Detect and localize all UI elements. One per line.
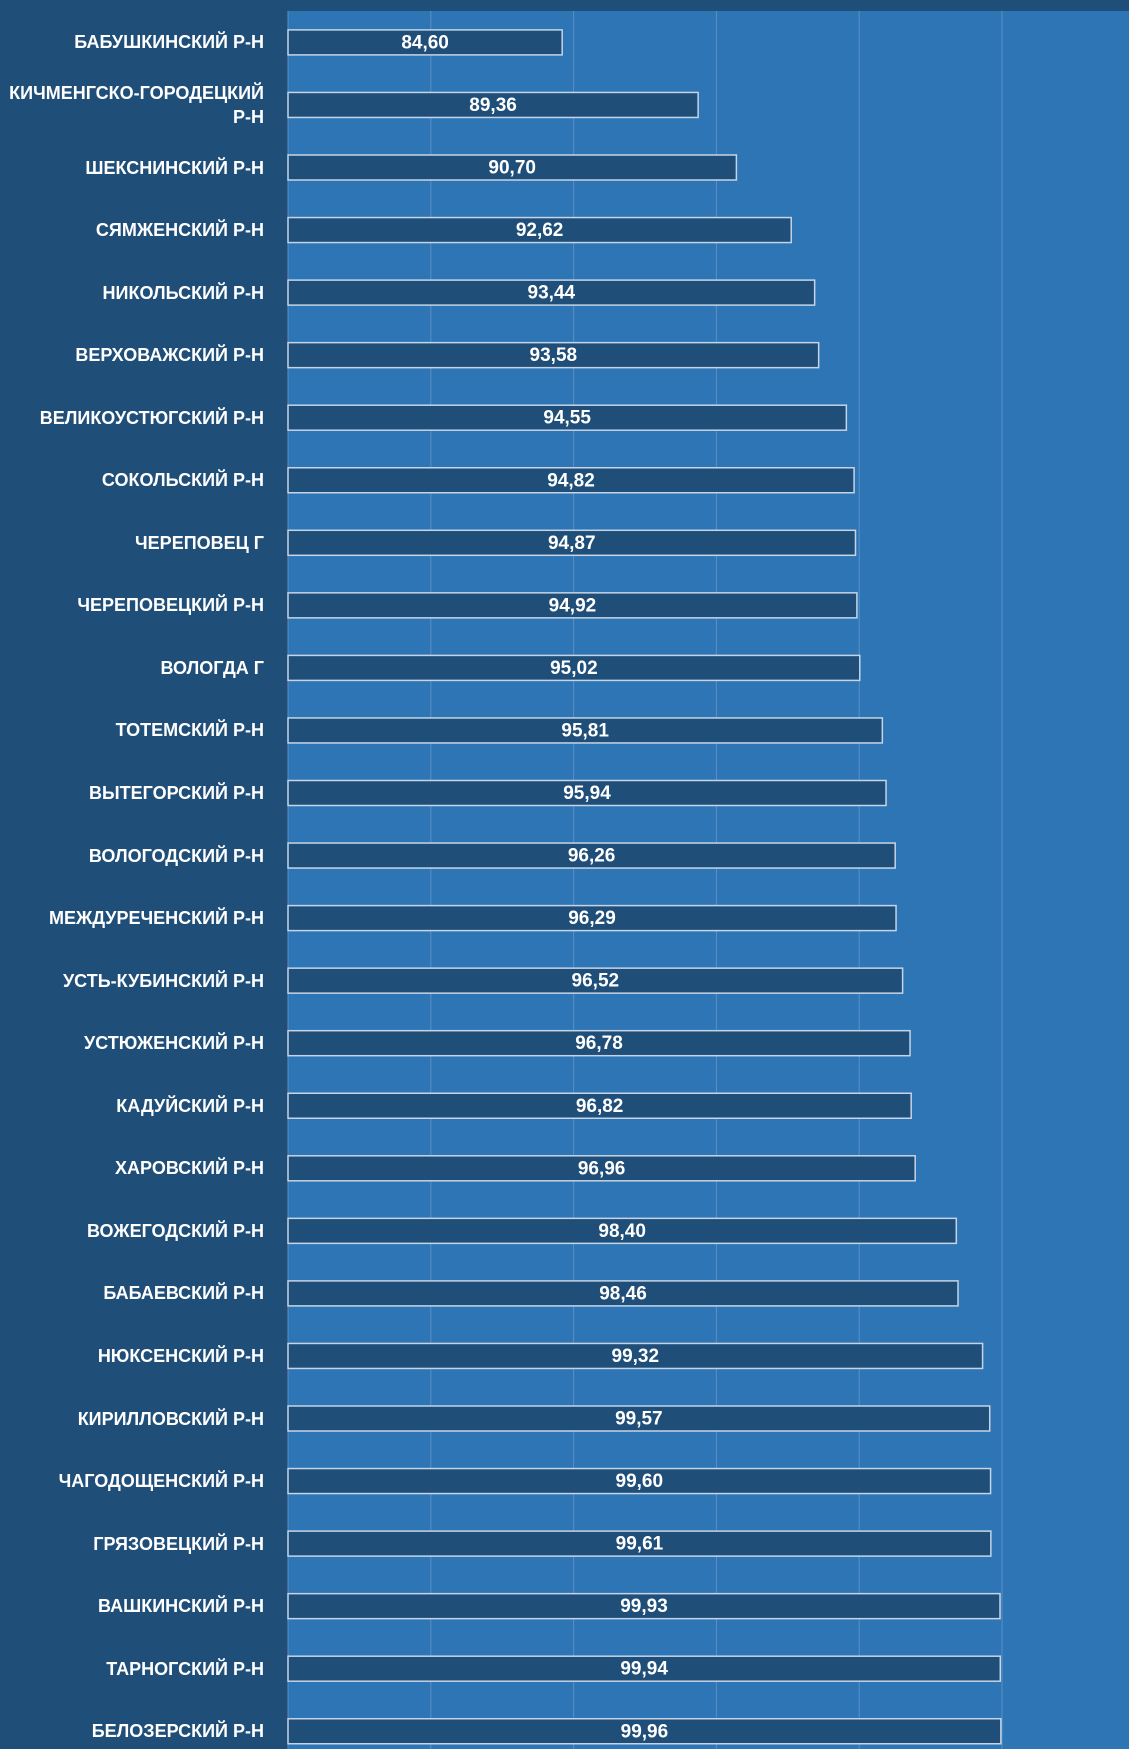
- value-label: 96,82: [576, 1096, 624, 1117]
- value-label: 94,87: [548, 533, 596, 554]
- value-label: 94,55: [543, 408, 591, 429]
- value-label: 93,44: [528, 283, 576, 304]
- value-label: 96,52: [572, 971, 620, 992]
- value-label: 99,93: [620, 1596, 668, 1617]
- category-label: ВАШКИНСКИЙ Р-Н: [98, 1596, 264, 1617]
- value-label: 96,29: [568, 908, 616, 929]
- value-label: 96,96: [578, 1158, 626, 1179]
- category-label: ТОТЕМСКИЙ Р-Н: [115, 720, 264, 741]
- value-label: 98,46: [599, 1283, 647, 1304]
- bar: [287, 717, 884, 744]
- bar: [287, 1280, 959, 1307]
- category-label: ШЕКСНИНСКИЙ Р-Н: [85, 157, 264, 178]
- value-label: 99,61: [616, 1534, 664, 1555]
- bar: [287, 904, 897, 932]
- bar: [287, 1155, 916, 1182]
- category-label: УСТЬ-КУБИНСКИЙ Р-Н: [62, 970, 264, 991]
- bar: [287, 779, 887, 807]
- category-label: КАДУЙСКИЙ Р-Н: [116, 1095, 264, 1116]
- category-label: ВЕРХОВАЖСКИЙ Р-Н: [75, 345, 264, 366]
- value-label: 99,32: [612, 1346, 660, 1367]
- bar: [287, 1092, 912, 1119]
- value-label: 99,94: [620, 1659, 668, 1680]
- bar: [287, 1405, 991, 1432]
- category-label: БАБУШКИНСКИЙ Р-Н: [74, 32, 264, 53]
- value-label: 95,81: [561, 720, 609, 741]
- bar: [287, 1718, 1002, 1745]
- value-label: 99,96: [621, 1721, 669, 1742]
- category-label: КИЧМЕНГСКО-ГОРОДЕЦКИЙ Р-Н: [9, 82, 264, 127]
- bar: [287, 1530, 992, 1557]
- value-label: 96,26: [568, 846, 616, 867]
- bar: [287, 341, 820, 369]
- category-label: ТАРНОГСКИЙ Р-Н: [106, 1658, 264, 1679]
- category-label: СОКОЛЬСКИЙ Р-Н: [101, 470, 264, 491]
- bar: [287, 29, 563, 56]
- category-label: ВОЖЕГОДСКИЙ Р-Н: [86, 1220, 264, 1241]
- value-label: 99,60: [616, 1471, 664, 1492]
- category-label: НЮКСЕНСКИЙ Р-Н: [97, 1345, 264, 1366]
- value-label: 94,82: [547, 470, 595, 491]
- category-label: СЯМЖЕНСКИЙ Р-Н: [95, 220, 264, 241]
- value-label: 95,02: [550, 658, 598, 679]
- bar: [287, 1342, 984, 1370]
- value-label: 99,57: [615, 1409, 663, 1430]
- bar: [287, 1655, 1002, 1682]
- category-label: ЧЕРЕПОВЕЦ Г: [135, 532, 264, 553]
- category-label: КИРИЛЛОВСКИЙ Р-Н: [77, 1408, 264, 1429]
- category-label: ГРЯЗОВЕЦКИЙ Р-Н: [93, 1533, 264, 1554]
- category-label: НИКОЛЬСКИЙ Р-Н: [102, 282, 264, 303]
- bar: [287, 967, 904, 994]
- category-label: БАБАЕВСКИЙ Р-Н: [103, 1283, 264, 1304]
- value-label: 98,40: [598, 1221, 646, 1242]
- bar: [287, 216, 792, 244]
- category-label: БЕЛОЗЕРСКИЙ Р-Н: [91, 1721, 264, 1742]
- bar: [287, 91, 699, 119]
- bar: [287, 1592, 1001, 1620]
- value-label: 92,62: [516, 220, 564, 241]
- bar: [287, 654, 861, 682]
- bar: [287, 592, 858, 619]
- category-label: ВЫТЕГОРСКИЙ Р-Н: [88, 783, 264, 803]
- value-label: 94,92: [549, 595, 597, 616]
- bar: [287, 529, 857, 557]
- category-label: ВОЛОГОДСКИЙ Р-Н: [88, 845, 264, 866]
- value-label: 89,36: [469, 95, 517, 116]
- bar: [287, 467, 855, 494]
- category-label: ВОЛОГДА Г: [160, 657, 264, 678]
- value-label: 96,78: [575, 1033, 623, 1054]
- bar: [287, 842, 896, 869]
- bar: [287, 279, 816, 306]
- value-label: 84,60: [401, 32, 449, 53]
- bar: [287, 404, 848, 431]
- value-label: 95,94: [563, 783, 611, 804]
- category-label: ХАРОВСКИЙ Р-Н: [115, 1158, 264, 1179]
- bar: [287, 1217, 958, 1245]
- category-label: ЧАГОДОЩЕНСКИЙ Р-Н: [58, 1471, 264, 1492]
- category-label: УСТЮЖЕНСКИЙ Р-Н: [84, 1033, 264, 1054]
- bar: [287, 1029, 911, 1057]
- value-label: 90,70: [488, 158, 536, 179]
- category-label: МЕЖДУРЕЧЕНСКИЙ Р-Н: [48, 908, 264, 929]
- category-label: ЧЕРЕПОВЕЦКИЙ Р-Н: [77, 595, 264, 616]
- bar: [287, 1467, 992, 1495]
- bar: [287, 154, 738, 181]
- category-label: ВЕЛИКОУСТЮГСКИЙ Р-Н: [39, 407, 264, 428]
- value-label: 93,58: [530, 345, 578, 366]
